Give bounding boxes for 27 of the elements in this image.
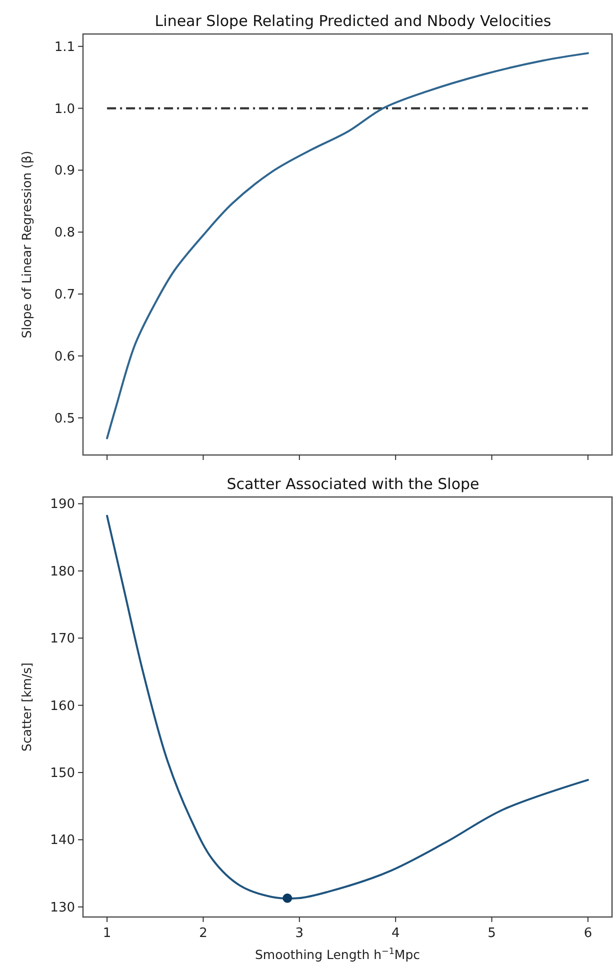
x-tick-label: 2 xyxy=(199,926,208,941)
y-tick-label: 180 xyxy=(50,564,75,580)
chart-title: Scatter Associated with the Slope xyxy=(226,475,480,493)
y-tick-label: 0.7 xyxy=(54,288,75,303)
chart-title: Linear Slope Relating Predicted and Nbody Velocities xyxy=(154,12,552,30)
line-series xyxy=(106,514,589,900)
line-series xyxy=(106,52,589,440)
y-tick-label: 1.1 xyxy=(54,40,75,55)
x-tick-label: 3 xyxy=(295,926,304,941)
x-axis-title: Smoothing Length h$^{−1}$Mpc xyxy=(254,947,420,962)
y-tick-label: 0.6 xyxy=(54,349,75,364)
y-tick-label: 130 xyxy=(50,900,75,916)
y-tick-label: 0.8 xyxy=(54,226,75,241)
y-tick-label: 0.5 xyxy=(54,411,75,426)
x-tick-label: 6 xyxy=(584,926,592,941)
x-tick-label: 1 xyxy=(102,926,112,941)
y-tick-label: 1.0 xyxy=(54,102,75,117)
y-tick-label: 150 xyxy=(50,766,75,782)
y-axis-title: Scatter [km/s] xyxy=(19,662,34,752)
x-tick-label: 5 xyxy=(488,926,496,941)
y-tick-label: 190 xyxy=(50,497,75,512)
y-tick-label: 0.9 xyxy=(54,164,75,179)
x-tick-label: 4 xyxy=(391,926,400,941)
y-tick-label: 140 xyxy=(50,833,75,848)
y-axis-title: Slope of Linear Regression (β) xyxy=(19,150,34,338)
y-tick-label: 160 xyxy=(50,698,75,714)
y-tick-label: 170 xyxy=(50,632,75,647)
